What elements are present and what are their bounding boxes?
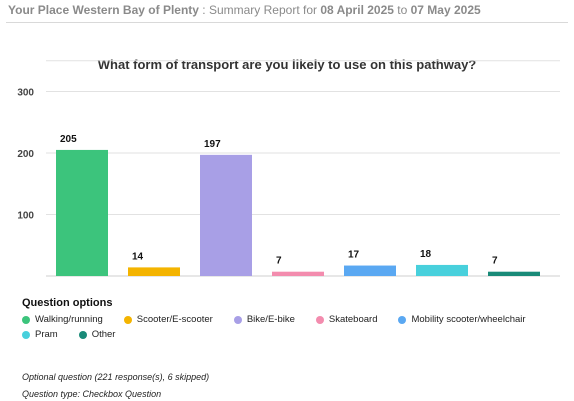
end-date: 07 May 2025 <box>410 3 481 17</box>
legend-item: Mobility scooter/wheelchair <box>398 312 526 327</box>
legend-item: Pram <box>22 327 58 342</box>
header-separator: : Summary Report for <box>198 3 321 17</box>
legend-item: Other <box>78 327 116 342</box>
y-tick-label-100: 100 <box>17 211 34 222</box>
data-label-6: 18 <box>420 249 432 260</box>
legend-item: Skateboard <box>315 312 378 327</box>
header-to: to <box>393 3 411 17</box>
chart-legend: Walking/running Scooter/E-scooter Bike/E-b… <box>22 312 567 342</box>
data-label-7: 7 <box>492 256 498 267</box>
response-summary: Optional question (221 response(s), 6 sk… <box>22 372 210 382</box>
bar-7 <box>488 271 540 276</box>
bar-1 <box>56 149 108 276</box>
legend-label: Other <box>91 329 116 340</box>
bar-4 <box>272 271 324 276</box>
header-divider <box>6 22 568 23</box>
start-date: 08 April 2025 <box>320 3 394 17</box>
legend-item: Walking/running <box>22 312 103 327</box>
legend-label: Pram <box>35 329 58 340</box>
data-label-3: 197 <box>204 139 221 150</box>
data-label-2: 14 <box>132 251 144 262</box>
question-type: Question type: Checkbox Question <box>22 389 162 399</box>
y-tick-label-300: 300 <box>17 88 34 99</box>
data-label-4: 7 <box>276 256 282 267</box>
legend-swatch <box>315 315 324 324</box>
legend-swatch <box>22 315 30 324</box>
legend-swatch <box>78 330 87 339</box>
legend-swatch <box>22 330 30 339</box>
legend-item: Scooter/E-scooter <box>123 312 213 327</box>
bar-3 <box>200 154 252 276</box>
y-tick-label-200: 200 <box>17 149 34 160</box>
legend-label: Skateboard <box>328 314 378 325</box>
data-label-1: 205 <box>60 134 77 145</box>
data-label-5: 17 <box>348 250 360 261</box>
legend-title: Question options <box>22 297 113 309</box>
report-header: Your Place Western Bay of Plenty : Summa… <box>8 3 568 17</box>
bar-5 <box>344 265 396 276</box>
legend-label: Bike/E-bike <box>246 314 295 325</box>
bar-6 <box>416 264 468 276</box>
legend-swatch <box>233 315 242 324</box>
legend-label: Mobility scooter/wheelchair <box>411 314 526 325</box>
legend-label: Walking/running <box>35 314 103 325</box>
bar-chart: 100 200 300 205 14 197 7 17 18 7 <box>17 60 560 277</box>
legend-swatch <box>398 315 407 324</box>
org-name: Your Place Western Bay of Plenty <box>8 3 199 17</box>
legend-label: Scooter/E-scooter <box>136 314 213 325</box>
legend-swatch <box>123 315 132 324</box>
bar-2 <box>128 267 180 276</box>
legend-item: Bike/E-bike <box>233 312 295 327</box>
